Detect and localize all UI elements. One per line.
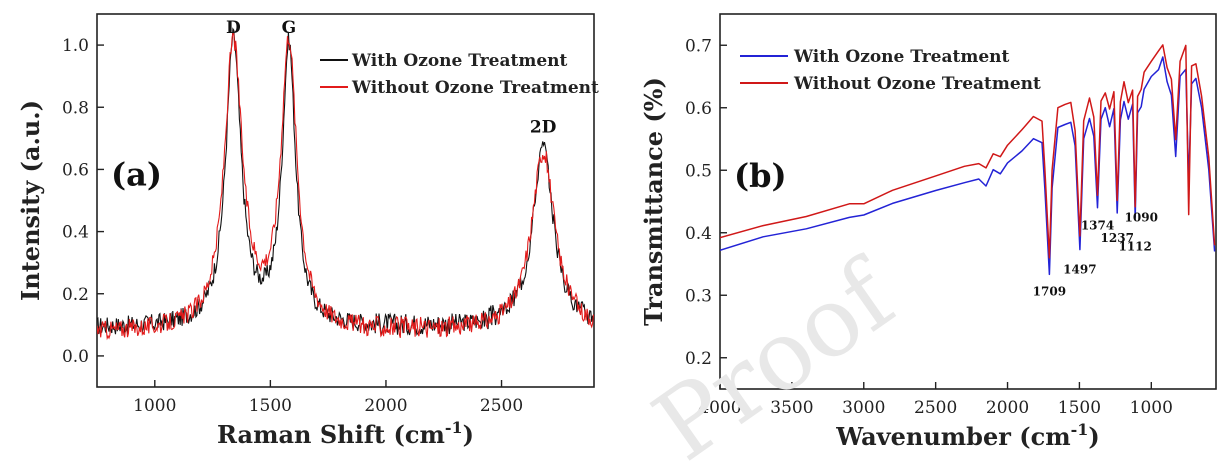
series-line-with-ozone (720, 56, 1216, 276)
legend-label: With Ozone Treatment (793, 47, 1009, 67)
x-tick-label: 2500 (480, 396, 523, 416)
peak-annotation: 1497 (1063, 262, 1096, 276)
y-tick-label: 0.6 (685, 99, 712, 119)
y-tick-label: 0.3 (685, 286, 712, 306)
x-axis-title: Raman Shift (cm-1) (217, 418, 474, 449)
plot-frame (719, 13, 1217, 390)
x-tick-label: 1000 (1130, 398, 1173, 418)
plot-area (720, 44, 1216, 276)
y-tick-label: 0.2 (62, 285, 89, 305)
peak-annotation: 1237 (1101, 231, 1134, 245)
series-line-without-ozone (720, 44, 1216, 259)
peak-label: G (282, 18, 297, 38)
raman-panel: 1000 1500 2000 2500 0.0 0.2 0.4 0.6 0.8 1.0 Raman … (16, 13, 599, 449)
y-tick-label: 0.4 (685, 224, 712, 244)
peak-annotation: 1090 (1125, 211, 1158, 225)
y-tick-label: 0.6 (62, 160, 89, 180)
legend-label: Without Ozone Treatment (351, 78, 599, 98)
peak-label: D (226, 18, 241, 38)
y-tick-label: 0.0 (62, 347, 89, 367)
legend-label: Without Ozone Treatment (793, 74, 1041, 94)
x-tick-label: 1000 (133, 396, 176, 416)
x-tick-label: 4000 (698, 398, 741, 418)
y-tick-label: 0.2 (685, 349, 712, 369)
y-tick-label: 1.0 (62, 36, 89, 56)
y-axis-title: Transmittance (%) (639, 77, 668, 326)
peak-annotation: 1374 (1081, 219, 1114, 233)
y-tick-label: 0.8 (62, 98, 89, 118)
x-axis-title-close: ) (1088, 422, 1099, 451)
x-axis-title: Wavenumber (cm-1) (835, 420, 1099, 451)
x-axis-title-text: Raman Shift (cm (217, 420, 445, 449)
series-line-without-ozone (97, 32, 594, 341)
y-tick-label: 0.4 (62, 223, 89, 243)
legend-label: With Ozone Treatment (351, 51, 567, 71)
x-tick-label: 2500 (914, 398, 957, 418)
peak-annotation: 1112 (1118, 239, 1151, 253)
x-tick-label: 1500 (1058, 398, 1101, 418)
x-tick-label: 2000 (986, 398, 1029, 418)
plot-frame (96, 13, 595, 388)
y-axis-title: Intensity (a.u.) (16, 100, 45, 301)
panel-label: (a) (111, 156, 162, 194)
ftir-panel: 4000 3500 3000 2500 2000 1500 1000 0.2 0.3 0.4 0.5… (639, 13, 1217, 451)
panel-label: (b) (734, 157, 787, 195)
x-tick-label: 3000 (842, 398, 885, 418)
x-axis-title-text: Wavenumber (cm (835, 422, 1070, 451)
x-tick-label: 1500 (249, 396, 292, 416)
x-axis-title-superscript: -1 (1071, 420, 1089, 439)
x-axis-title-close: ) (463, 420, 474, 449)
peak-label: 2D (530, 117, 557, 137)
plot-area (97, 27, 594, 341)
y-tick-label: 0.5 (685, 161, 712, 181)
y-tick-label: 0.7 (685, 36, 712, 56)
x-tick-label: 3500 (770, 398, 813, 418)
x-tick-label: 2000 (364, 396, 407, 416)
x-axis-title-superscript: -1 (445, 418, 463, 437)
peak-annotation: 1709 (1033, 284, 1066, 298)
